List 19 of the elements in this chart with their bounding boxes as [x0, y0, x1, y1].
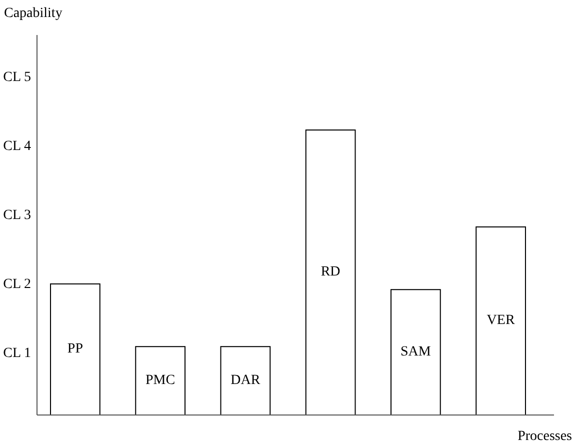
bar [476, 226, 526, 416]
x-tick-label: SAM [400, 344, 432, 360]
bar [135, 346, 186, 416]
x-tick-label: VER [486, 313, 516, 328]
bar [50, 283, 100, 416]
text: CL 5 [3, 70, 31, 85]
bar [305, 130, 356, 416]
bar [390, 289, 441, 416]
x-tick-label: PMC [146, 373, 176, 388]
x-tick-label: RD [320, 264, 340, 280]
text: CL 4 [3, 138, 31, 154]
bar [220, 346, 271, 416]
text: CL 1 [3, 346, 31, 362]
text: CL 2 [3, 277, 31, 292]
text: CL 3 [3, 208, 31, 223]
chart-title: Capability [4, 6, 62, 21]
x-tick-label: PP [67, 342, 84, 357]
x-tick-label: DAR [230, 373, 261, 388]
x-axis-title: Processes [518, 429, 572, 444]
